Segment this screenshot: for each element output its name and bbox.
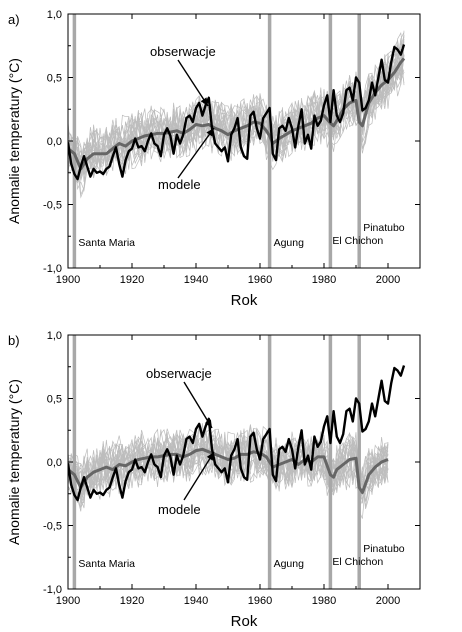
plot-area xyxy=(68,14,406,268)
arrow-models-shaft xyxy=(183,451,215,501)
eruption-label: Agung xyxy=(274,237,305,249)
x-tick-label: 1980 xyxy=(312,274,336,286)
y-tick-label: 0,0 xyxy=(47,457,62,469)
y-tick-label: -1,0 xyxy=(43,263,62,275)
eruption-label: Santa Maria xyxy=(78,237,135,249)
eruption-label: Agung xyxy=(274,558,305,570)
arrow-models-shaft xyxy=(177,127,215,179)
eruption-label: Pinatubo xyxy=(363,543,405,555)
annotation-observations: obserwacje xyxy=(146,366,212,381)
panel-a: -1,0 -0,5 0,0 0,5 1,0 1900 1920 1940 1960 1980 200… xyxy=(6,9,421,309)
x-tick-label: 1960 xyxy=(248,595,272,607)
annotation-models: modele xyxy=(158,502,201,517)
y-tick-label: -0,5 xyxy=(43,200,62,212)
panel-label: a) xyxy=(8,12,20,27)
observations-line xyxy=(68,44,406,181)
model-run-line xyxy=(68,39,405,180)
y-tick-label: 1,0 xyxy=(47,9,62,21)
model-mean-line xyxy=(68,447,389,494)
model-run-line xyxy=(68,435,389,519)
annotation-observations: obserwacje xyxy=(150,44,216,59)
eruption-label: El Chichon xyxy=(332,556,383,568)
x-tick-label: 1920 xyxy=(120,274,144,286)
panel-b: -1,0 -0,5 0,0 0,5 1,0 1900 1920 1940 1960 1980 200… xyxy=(6,330,421,630)
eruption-label: Pinatubo xyxy=(363,222,405,234)
x-tick-label: 2000 xyxy=(376,274,400,286)
y-tick-label: -1,0 xyxy=(43,584,62,596)
y-tick-label: 1,0 xyxy=(47,330,62,342)
arrow-models-head xyxy=(206,128,214,137)
y-tick-label: -0,5 xyxy=(43,521,62,533)
y-tick-label: 0,0 xyxy=(47,136,62,148)
arrow-models-head xyxy=(206,452,214,461)
x-axis-label: Rok xyxy=(231,292,258,309)
y-axis-label: Anomalie temperatury (°C) xyxy=(6,379,22,545)
x-axis-label: Rok xyxy=(231,613,258,630)
eruption-label: Santa Maria xyxy=(78,558,135,570)
observations-line xyxy=(68,365,406,502)
arrow-observations-shaft xyxy=(177,59,209,107)
x-tick-label: 1940 xyxy=(184,595,208,607)
arrow-observations-shaft xyxy=(183,381,213,429)
eruption-label: El Chichon xyxy=(332,235,383,247)
x-tick-label: 2000 xyxy=(376,595,400,607)
x-tick-label: 1940 xyxy=(184,274,208,286)
x-tick-label: 1980 xyxy=(312,595,336,607)
arrow-observations-head xyxy=(200,97,208,106)
panel-label: b) xyxy=(8,333,20,348)
y-tick-label: 0,5 xyxy=(47,73,62,85)
y-axis-label: Anomalie temperatury (°C) xyxy=(6,58,22,224)
y-tick-label: 0,5 xyxy=(47,394,62,406)
model-mean-line xyxy=(68,57,406,171)
x-tick-label: 1900 xyxy=(56,274,80,286)
plot-area xyxy=(68,335,406,589)
model-run-line xyxy=(68,436,389,492)
arrow-observations-head xyxy=(204,419,212,428)
model-run-line xyxy=(68,60,405,176)
x-tick-label: 1920 xyxy=(120,595,144,607)
x-tick-label: 1960 xyxy=(248,274,272,286)
x-tick-label: 1900 xyxy=(56,595,80,607)
annotation-models: modele xyxy=(158,177,201,192)
